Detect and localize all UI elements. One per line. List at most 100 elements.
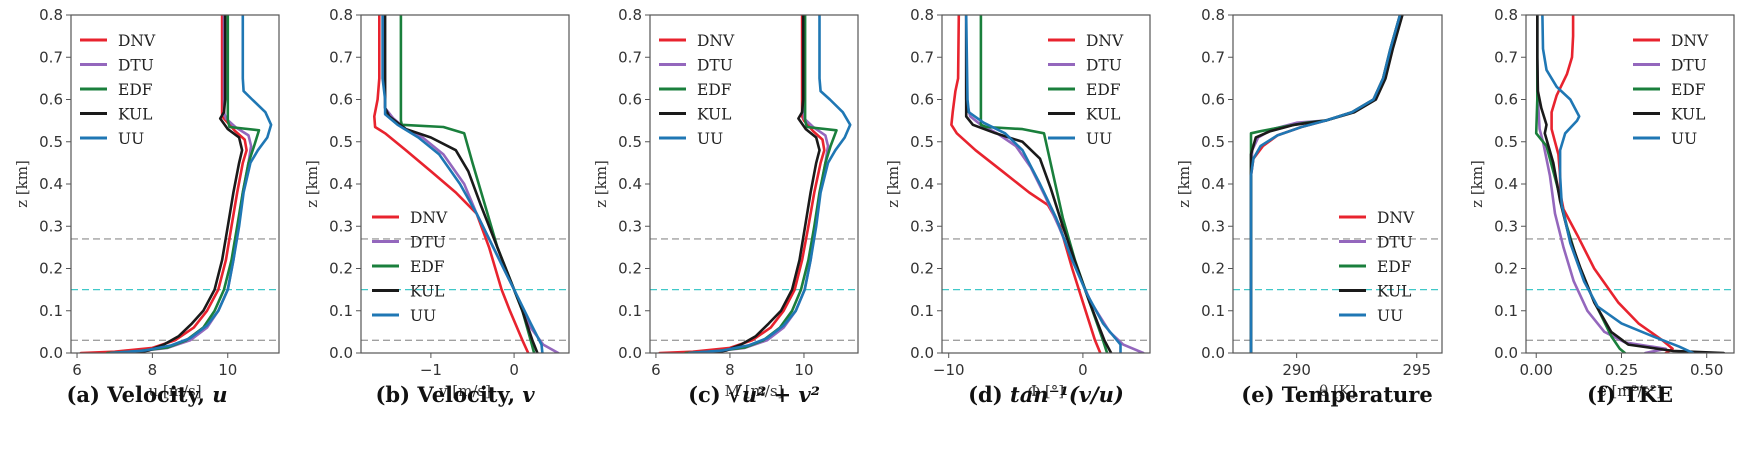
y-tick-label: 0.7 — [1201, 48, 1225, 66]
y-tick-label: 0.7 — [1494, 48, 1518, 66]
x-tick-label: 10 — [794, 361, 813, 379]
y-tick-label: 0.4 — [39, 175, 63, 193]
series-line-uu — [687, 15, 852, 353]
caption-prefix: (a) Velocity, — [66, 382, 212, 407]
x-tick-label: 8 — [725, 361, 735, 379]
y-tick-label: 0.1 — [910, 302, 934, 320]
series-line-edf — [399, 15, 536, 353]
x-axis-label: v [m/s] — [438, 382, 491, 400]
curves — [950, 15, 1145, 353]
x-axis-label: θ [K] — [1319, 382, 1356, 400]
panel-caption: (b) Velocity, v — [375, 382, 535, 407]
legend-label-edf: EDF — [118, 81, 153, 99]
y-tick-label: 0.5 — [618, 133, 642, 151]
y-tick-label: 0.0 — [1494, 344, 1518, 362]
legend-label-dnv: DNV — [697, 32, 735, 50]
y-tick-label: 0.8 — [329, 6, 353, 24]
legend-label-dtu: DTU — [697, 57, 733, 75]
x-tick-label: 290 — [1282, 361, 1311, 379]
legend-label-dtu: DTU — [1086, 57, 1122, 75]
series-line-edf — [1249, 15, 1402, 353]
x-tick-label: 8 — [148, 361, 158, 379]
curves — [658, 15, 852, 353]
y-tick-label: 0.5 — [1494, 133, 1518, 151]
y-tick-label: 0.5 — [39, 133, 63, 151]
y-tick-label: 0.6 — [1201, 91, 1225, 109]
panel-caption: (e) Temperature — [1241, 382, 1432, 407]
series-line-uu — [381, 15, 544, 353]
legend-label-dnv: DNV — [410, 209, 448, 227]
x-tick-label: 0 — [1078, 361, 1088, 379]
y-tick-label: 0.4 — [618, 175, 642, 193]
y-tick-label: 0.2 — [1201, 260, 1225, 278]
x-tick-label: −10 — [933, 361, 965, 379]
curves — [373, 15, 560, 353]
y-tick-label: 0.0 — [1201, 344, 1225, 362]
panel-caption: (c) √u² + v² — [688, 382, 820, 407]
y-axis-label: z [km] — [1468, 160, 1486, 208]
y-tick-label: 0.6 — [618, 91, 642, 109]
series-line-dtu — [1249, 15, 1402, 353]
y-tick-label: 0.4 — [910, 175, 934, 193]
curves — [79, 15, 273, 353]
x-tick-label: 0 — [509, 361, 519, 379]
y-tick-label: 0.7 — [329, 48, 353, 66]
y-tick-label: 0.6 — [39, 91, 63, 109]
y-tick-label: 0.5 — [910, 133, 934, 151]
y-tick-label: 0.2 — [39, 260, 63, 278]
caption-prefix: (f) TKE — [1587, 382, 1673, 407]
y-tick-label: 0.1 — [329, 302, 353, 320]
y-tick-label: 0.0 — [329, 344, 353, 362]
y-tick-label: 0.1 — [39, 302, 63, 320]
y-tick-label: 0.8 — [1494, 6, 1518, 24]
legend-label-dtu: DTU — [1377, 234, 1413, 252]
legend-label-dnv: DNV — [1671, 32, 1709, 50]
legend: DNV DTU EDF KUL UU — [659, 32, 735, 148]
legend-label-kul: KUL — [118, 106, 152, 124]
legend-label-uu: UU — [1086, 130, 1112, 148]
y-tick-label: 0.5 — [329, 133, 353, 151]
y-tick-label: 0.3 — [618, 217, 642, 235]
caption-prefix: (e) Temperature — [1241, 382, 1432, 407]
y-axis-label: z [km] — [13, 160, 31, 208]
y-tick-label: 0.8 — [910, 6, 934, 24]
caption-variable: √u² + v² — [728, 382, 820, 407]
legend-label-kul: KUL — [1086, 106, 1120, 124]
series-line-kul — [712, 15, 821, 353]
x-tick-label: 0.25 — [1605, 361, 1638, 379]
y-tick-label: 0.3 — [910, 217, 934, 235]
legend-label-kul: KUL — [1671, 106, 1705, 124]
curves — [1249, 15, 1404, 353]
series-line-dtu — [383, 15, 560, 353]
y-tick-label: 0.5 — [1201, 133, 1225, 151]
panel-e: 0.0 0.1 0.2 0.3 0.4 0.5 0.6 0.7 0.8 z [km] 290 295 θ… — [1175, 6, 1443, 407]
y-tick-label: 0.4 — [1494, 175, 1518, 193]
series-line-kul — [1536, 15, 1726, 353]
y-tick-label: 0.3 — [1494, 217, 1518, 235]
plot-frame — [1232, 14, 1443, 354]
y-tick-label: 0.3 — [329, 217, 353, 235]
legend-label-edf: EDF — [697, 81, 732, 99]
caption-variable: v — [522, 382, 535, 407]
curves — [1534, 15, 1726, 353]
y-axis-label: z [km] — [884, 160, 902, 208]
y-tick-label: 0.8 — [618, 6, 642, 24]
panel-a: 0.0 0.1 0.2 0.3 0.4 0.5 0.6 0.7 0.8 z [km] 6 8 10 u [… — [13, 6, 280, 407]
y-tick-label: 0.4 — [1201, 175, 1225, 193]
y-tick-label: 0.6 — [329, 91, 353, 109]
legend: DNV DTU EDF KUL UU — [1048, 32, 1124, 148]
x-axis-label: u [m/s] — [148, 382, 201, 400]
legend-label-kul: KUL — [1377, 283, 1411, 301]
panel-caption: (f) TKE — [1587, 382, 1673, 407]
legend: DNV DTU EDF KUL UU — [1339, 209, 1415, 325]
y-tick-label: 0.2 — [910, 260, 934, 278]
y-tick-label: 0.8 — [39, 6, 63, 24]
panel-f: 0.0 0.1 0.2 0.3 0.4 0.5 0.6 0.7 0.8 z [km] 0.00 0.2… — [1468, 6, 1735, 407]
caption-prefix: (b) Velocity, — [375, 382, 522, 407]
series-line-kul — [964, 15, 1113, 353]
legend-label-dtu: DTU — [118, 57, 154, 75]
y-axis-label: z [km] — [303, 160, 321, 208]
series-line-kul — [134, 15, 244, 353]
y-tick-label: 0.7 — [910, 48, 934, 66]
y-tick-label: 0.2 — [1494, 260, 1518, 278]
